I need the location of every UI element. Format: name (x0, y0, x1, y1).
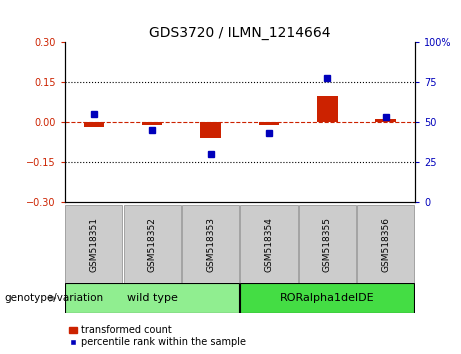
Bar (83, 122, 104, 127)
Bar (357, 205, 414, 283)
Title: GDS3720 / ILMN_1214664: GDS3720 / ILMN_1214664 (149, 26, 331, 40)
Text: GSM518353: GSM518353 (206, 217, 215, 272)
Bar (299, 205, 356, 283)
Legend: transformed count, percentile rank within the sample: transformed count, percentile rank withi… (70, 325, 246, 347)
Bar (124, 205, 181, 283)
Bar (240, 283, 414, 313)
Bar (142, 122, 162, 125)
Bar (65, 205, 122, 283)
Bar (182, 205, 239, 283)
Bar (375, 120, 396, 122)
Text: GSM518356: GSM518356 (381, 217, 390, 272)
Text: RORalpha1delDE: RORalpha1delDE (280, 293, 375, 303)
Text: GSM518354: GSM518354 (265, 217, 273, 272)
Text: genotype/variation: genotype/variation (5, 293, 104, 303)
Text: wild type: wild type (127, 293, 177, 303)
Bar (317, 96, 337, 122)
Bar (240, 205, 297, 283)
Bar (65, 283, 239, 313)
Bar (200, 122, 221, 138)
Text: GSM518352: GSM518352 (148, 217, 157, 272)
Bar (259, 122, 279, 125)
Text: GSM518355: GSM518355 (323, 217, 332, 272)
Text: GSM518351: GSM518351 (89, 217, 98, 272)
